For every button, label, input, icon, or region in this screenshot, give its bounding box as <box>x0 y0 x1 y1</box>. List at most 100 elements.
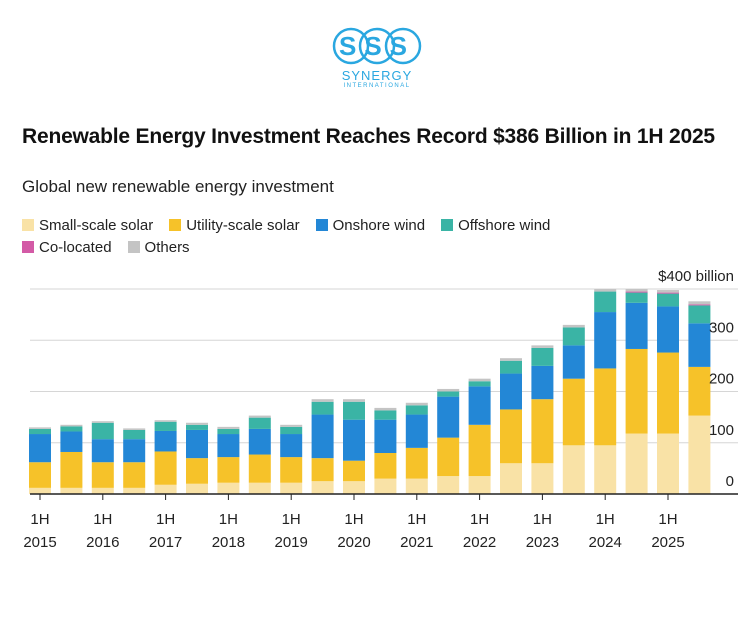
bar-segment <box>500 463 522 494</box>
bar-segment <box>248 428 271 455</box>
bar-segment <box>625 292 648 303</box>
bar-segment <box>657 306 679 353</box>
y-tick-label: $400 billion <box>658 268 734 285</box>
bar-segment <box>186 429 208 459</box>
bar-segment <box>374 410 397 420</box>
legend-swatch <box>169 219 182 231</box>
legend-swatch <box>22 219 34 231</box>
bar-segment <box>437 437 460 477</box>
bar-segment <box>657 433 679 494</box>
bar-segment <box>154 420 177 422</box>
legend-label: Utility-scale solar <box>186 216 300 234</box>
bar-segment <box>500 358 522 361</box>
x-tick-label: 2023 <box>526 534 559 551</box>
bar-segment <box>594 368 617 446</box>
bar-segment <box>217 428 240 435</box>
x-tick-label: 2022 <box>463 534 496 551</box>
bar-segment <box>343 460 365 482</box>
bar-segment <box>625 291 648 293</box>
bar-segment <box>405 402 428 406</box>
x-tick-label: 2016 <box>86 534 119 551</box>
bar-segment <box>562 345 585 379</box>
bar-segment <box>468 386 491 425</box>
bar-segment <box>186 483 208 494</box>
bar-segment <box>343 481 365 494</box>
synergy-logo-mark: SSS <box>332 27 422 65</box>
bar-segment <box>468 378 491 382</box>
bar-segment <box>29 427 51 429</box>
bar-segment <box>437 391 460 397</box>
legend-label: Offshore wind <box>458 216 551 234</box>
bar-segment <box>154 484 177 494</box>
bar-segment <box>123 487 146 494</box>
y-tick-label: 300 <box>709 319 734 336</box>
bar-segment <box>217 426 240 429</box>
bar-segment <box>468 476 491 494</box>
bar-segment <box>280 426 303 435</box>
bar-segment <box>29 434 51 463</box>
bar-segment <box>154 451 177 485</box>
bar-segment <box>154 421 177 431</box>
bar-segment <box>562 445 585 494</box>
x-tick-label: 1H <box>658 511 677 528</box>
bar-segment <box>437 476 460 494</box>
bar-segment <box>217 457 240 483</box>
bar-segment <box>91 462 114 488</box>
bar-segment <box>594 289 617 292</box>
logo: SSS SYNERGY INTERNATIONAL <box>318 26 436 98</box>
bar-segment <box>186 424 208 430</box>
x-tick-label: 2015 <box>23 534 56 551</box>
bar-segment <box>217 482 240 494</box>
bar-segment <box>217 434 240 458</box>
bar-segment <box>154 430 177 452</box>
bar-segment <box>688 301 711 305</box>
bar-segment <box>186 458 208 484</box>
bar-segment <box>531 365 554 400</box>
bar-segment <box>562 378 585 446</box>
bar-segment <box>688 415 711 494</box>
bar-segment <box>531 399 554 464</box>
legend-label: Onshore wind <box>332 216 426 234</box>
bar-segment <box>60 424 83 427</box>
x-tick-label: 1H <box>533 511 552 528</box>
x-tick-label: 1H <box>407 511 426 528</box>
x-tick-label: 1H <box>282 511 301 528</box>
legend-swatch <box>22 241 34 253</box>
bar-segment <box>123 428 146 430</box>
bar-segment <box>500 360 522 374</box>
bar-segment <box>248 482 271 494</box>
bar-segment <box>280 434 303 458</box>
bar-segment <box>500 409 522 464</box>
logo-name: SYNERGY <box>341 68 413 83</box>
bar-segment <box>248 454 271 483</box>
legend-swatch <box>315 219 328 231</box>
bar-segment <box>343 419 365 461</box>
bar-segment <box>123 429 146 440</box>
legend-row-2: Co-located Others <box>22 236 742 258</box>
bar-segment <box>531 347 554 366</box>
bar-segment <box>594 445 617 494</box>
logo-subtitle: INTERNATIONAL <box>343 83 411 89</box>
bar-segment <box>91 422 114 440</box>
x-tick-label: 1H <box>30 511 49 528</box>
bar-segment <box>657 290 679 293</box>
bar-segment <box>657 293 679 307</box>
bar-segment <box>343 399 365 402</box>
x-tick-label: 2021 <box>400 534 433 551</box>
bar-segment <box>29 462 51 488</box>
chart-title: Renewable Energy Investment Reaches Reco… <box>22 125 715 148</box>
bar-segment <box>625 433 648 494</box>
x-tick-label: 1H <box>344 511 363 528</box>
x-tick-label: 2017 <box>149 534 182 551</box>
legend-item: Others <box>127 239 190 256</box>
bar-segment <box>186 422 208 425</box>
bar-segment <box>688 305 711 324</box>
x-tick-label: 1H <box>156 511 175 528</box>
bar-segment <box>625 348 648 434</box>
bar-segment <box>248 415 271 418</box>
bar-segment <box>91 439 114 463</box>
bar-segment <box>123 462 146 488</box>
x-tick-label: 2025 <box>651 534 684 551</box>
x-tick-label: 1H <box>596 511 615 528</box>
bar-segment <box>311 481 334 494</box>
